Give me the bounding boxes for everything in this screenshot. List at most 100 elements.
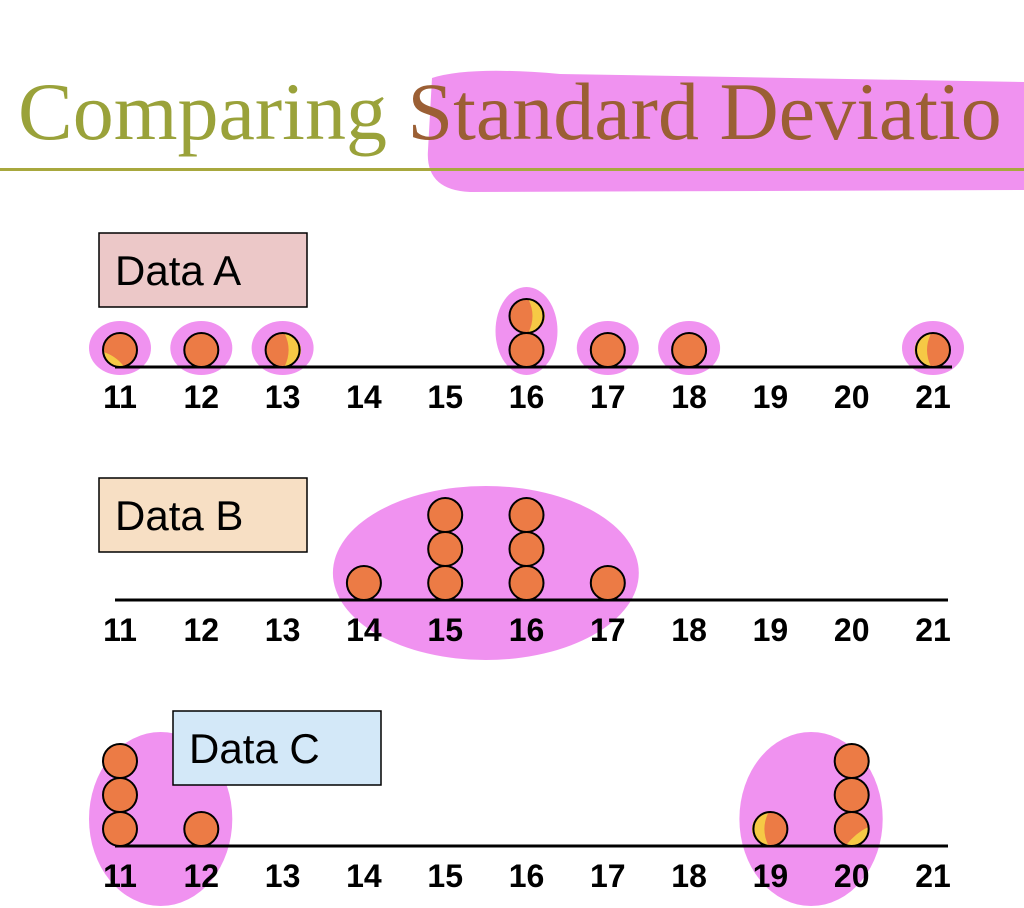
x-tick-label: 15 bbox=[427, 379, 463, 415]
dot-outline bbox=[508, 298, 545, 334]
dot-fill bbox=[509, 566, 544, 600]
data-point bbox=[102, 811, 138, 847]
dot-outline bbox=[589, 332, 626, 368]
dot-fill bbox=[509, 498, 544, 532]
title-part-highlighted: Standard Deviatio bbox=[407, 66, 1002, 157]
data-point bbox=[508, 332, 545, 368]
data-point bbox=[508, 565, 545, 601]
dot-fill bbox=[590, 566, 625, 600]
data-point bbox=[833, 743, 870, 779]
data-point bbox=[264, 332, 302, 368]
data-label: Data A bbox=[115, 247, 241, 294]
highlight-marks bbox=[332, 486, 639, 660]
dot-outline bbox=[102, 743, 138, 779]
x-tick-label: 17 bbox=[590, 858, 626, 894]
dot-outline bbox=[752, 811, 789, 847]
dot-fill bbox=[509, 333, 544, 367]
data-point bbox=[427, 497, 464, 533]
data-label-box bbox=[98, 232, 308, 308]
dot-fill bbox=[590, 333, 625, 367]
data-label-box bbox=[98, 477, 308, 553]
x-tick-label: 15 bbox=[427, 612, 463, 648]
x-tick-label: 18 bbox=[671, 858, 707, 894]
data-label: Data C bbox=[189, 725, 320, 772]
x-tick-label: 13 bbox=[265, 379, 301, 415]
x-tick-label: 13 bbox=[265, 612, 301, 648]
dot-fill bbox=[184, 812, 219, 846]
data-point bbox=[102, 777, 138, 813]
x-tick-label: 14 bbox=[346, 858, 382, 894]
dot-fill bbox=[346, 566, 381, 600]
x-tick-label: 18 bbox=[671, 612, 707, 648]
x-tick-label: 20 bbox=[834, 612, 870, 648]
x-tick-label: 16 bbox=[509, 612, 545, 648]
data-point bbox=[589, 332, 626, 368]
dot-outline bbox=[183, 811, 220, 847]
x-tick-label: 12 bbox=[184, 858, 220, 894]
x-tick-label: 11 bbox=[103, 858, 137, 894]
x-tick-label: 21 bbox=[915, 858, 951, 894]
x-tick-label: 14 bbox=[346, 612, 382, 648]
data-point bbox=[914, 332, 951, 368]
data-point bbox=[427, 531, 464, 567]
data-label-box bbox=[172, 710, 382, 786]
dot-yellow-mark bbox=[103, 352, 124, 368]
dot-outline bbox=[427, 497, 464, 533]
data-point bbox=[183, 332, 220, 368]
x-tick-label: 13 bbox=[265, 858, 301, 894]
x-tick-label: 11 bbox=[103, 379, 137, 415]
dot-fill bbox=[834, 778, 869, 812]
dot-outline bbox=[833, 743, 870, 779]
x-tick-label: 20 bbox=[834, 858, 870, 894]
data-point bbox=[345, 565, 382, 601]
data-label: Data B bbox=[115, 492, 243, 539]
dot-fill bbox=[509, 532, 544, 566]
x-tick-label: 15 bbox=[427, 858, 463, 894]
dot-fill bbox=[103, 778, 137, 812]
dot-fill bbox=[103, 744, 137, 778]
dot-fill bbox=[184, 333, 219, 367]
x-tick-label: 17 bbox=[590, 612, 626, 648]
x-tick-label: 16 bbox=[509, 858, 545, 894]
dot-outline bbox=[345, 565, 382, 601]
title-highlight-layer bbox=[427, 70, 1024, 192]
x-tick-label: 18 bbox=[671, 379, 707, 415]
dot-outline bbox=[508, 497, 545, 533]
data-point bbox=[833, 811, 870, 847]
data-point bbox=[183, 811, 220, 847]
dot-fill bbox=[834, 744, 869, 778]
data-point bbox=[671, 332, 708, 368]
dot-outline bbox=[102, 332, 138, 368]
data-point bbox=[508, 298, 545, 334]
dot-fill bbox=[672, 333, 707, 367]
x-tick-label: 19 bbox=[753, 379, 789, 415]
data-point bbox=[102, 332, 138, 368]
dot-outline bbox=[183, 332, 220, 368]
dot-outline bbox=[264, 332, 301, 368]
x-tick-label: 17 bbox=[590, 379, 626, 415]
dot-plot-data-a: Data A 11 12 13 14 15 16 17 18 19 20 21 bbox=[89, 232, 964, 415]
x-tick-label: 12 bbox=[184, 612, 220, 648]
x-tick-label: 19 bbox=[753, 858, 789, 894]
dot-plot-data-b: Data B 11 12 13 14 15 16 17 18 19 20 21 bbox=[98, 477, 951, 660]
x-tick-label: 21 bbox=[915, 379, 951, 415]
x-tick-label: 12 bbox=[184, 379, 220, 415]
dot-fill bbox=[428, 498, 463, 532]
data-point bbox=[508, 497, 545, 533]
dot-fill bbox=[428, 532, 463, 566]
x-tick-label: 19 bbox=[753, 612, 789, 648]
dot-outline bbox=[589, 565, 626, 601]
dot-outline bbox=[915, 332, 951, 368]
data-point bbox=[102, 743, 138, 779]
title-underline bbox=[0, 168, 1024, 171]
x-tick-label: 20 bbox=[834, 379, 870, 415]
data-point bbox=[427, 565, 464, 601]
data-point bbox=[833, 777, 870, 813]
data-point bbox=[508, 531, 545, 567]
data-point bbox=[589, 565, 626, 601]
dot-plot-data-c: Data C 11 12 13 14 15 16 17 18 19 20 21 bbox=[88, 710, 951, 906]
page-title: Comparing Standard Deviatio bbox=[18, 62, 1002, 162]
highlight-mark bbox=[332, 486, 639, 660]
